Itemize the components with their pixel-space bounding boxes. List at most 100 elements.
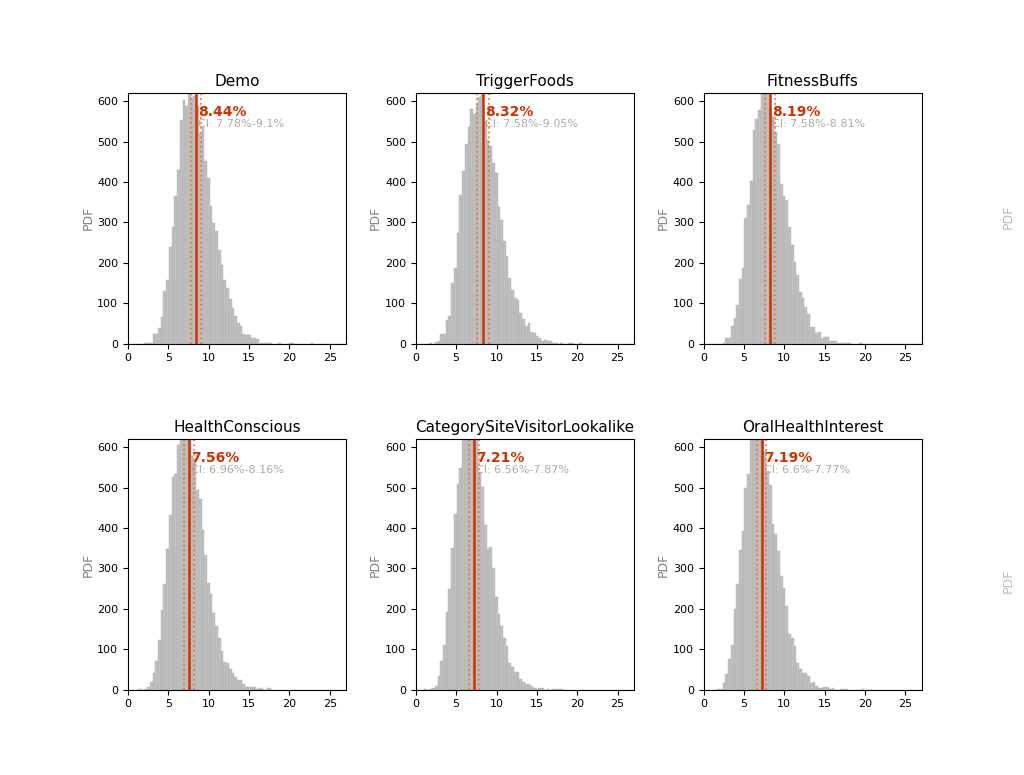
Title: OralHealthInterest: OralHealthInterest bbox=[742, 420, 884, 435]
Bar bbox=[199, 499, 202, 690]
Bar bbox=[741, 531, 744, 690]
Bar bbox=[440, 335, 443, 344]
Bar bbox=[470, 434, 473, 690]
Bar bbox=[465, 143, 468, 344]
Bar bbox=[769, 485, 772, 690]
Bar bbox=[462, 170, 465, 344]
Bar bbox=[194, 96, 197, 344]
Bar bbox=[190, 98, 194, 344]
Bar bbox=[524, 684, 527, 690]
Bar bbox=[530, 332, 532, 344]
Bar bbox=[432, 688, 435, 690]
Bar bbox=[259, 688, 261, 690]
Bar bbox=[571, 343, 573, 344]
Bar bbox=[788, 634, 791, 690]
Bar bbox=[517, 300, 519, 344]
Bar bbox=[269, 343, 272, 344]
Bar bbox=[172, 227, 174, 344]
Bar bbox=[240, 680, 243, 690]
Text: 8.44%: 8.44% bbox=[199, 105, 247, 119]
Bar bbox=[454, 267, 457, 344]
Y-axis label: PDF: PDF bbox=[370, 553, 382, 577]
Bar bbox=[539, 339, 541, 344]
Bar bbox=[489, 146, 493, 344]
Bar bbox=[807, 677, 810, 690]
Bar bbox=[733, 318, 736, 344]
Bar bbox=[797, 663, 799, 690]
Bar bbox=[797, 275, 799, 344]
Text: 8.32%: 8.32% bbox=[485, 105, 534, 119]
Bar bbox=[725, 339, 728, 344]
Bar bbox=[150, 343, 153, 344]
Bar bbox=[218, 250, 220, 344]
Text: PDF: PDF bbox=[1002, 569, 1015, 594]
Text: PDF: PDF bbox=[1002, 205, 1015, 229]
Bar bbox=[733, 609, 736, 690]
Bar bbox=[452, 283, 454, 344]
Bar bbox=[519, 679, 522, 690]
Bar bbox=[720, 689, 723, 690]
Bar bbox=[205, 161, 207, 344]
Bar bbox=[185, 106, 188, 344]
Bar bbox=[164, 584, 166, 690]
Bar bbox=[197, 106, 199, 344]
Bar bbox=[213, 613, 215, 690]
Bar bbox=[476, 432, 478, 690]
Bar bbox=[164, 291, 166, 344]
Bar bbox=[264, 343, 267, 344]
Text: 7.21%: 7.21% bbox=[476, 451, 524, 465]
Bar bbox=[228, 669, 231, 690]
Bar bbox=[493, 568, 495, 690]
Bar bbox=[794, 646, 797, 690]
Bar bbox=[514, 298, 517, 344]
Bar bbox=[750, 181, 753, 344]
Bar bbox=[818, 687, 821, 690]
Bar bbox=[190, 456, 194, 690]
Bar bbox=[150, 682, 153, 690]
Bar bbox=[197, 490, 199, 690]
Bar bbox=[503, 638, 506, 690]
Bar bbox=[489, 546, 493, 690]
Bar bbox=[256, 339, 259, 344]
Bar bbox=[261, 343, 264, 344]
Bar bbox=[509, 277, 511, 344]
Bar bbox=[435, 686, 437, 690]
Bar bbox=[826, 687, 829, 690]
Bar bbox=[807, 314, 810, 344]
Bar bbox=[782, 196, 785, 344]
Bar bbox=[815, 686, 818, 690]
Bar bbox=[243, 335, 245, 344]
Bar bbox=[728, 338, 731, 344]
Bar bbox=[495, 174, 498, 344]
Bar bbox=[821, 339, 823, 344]
Bar bbox=[429, 689, 432, 690]
Bar bbox=[802, 673, 805, 690]
Bar bbox=[468, 127, 470, 344]
Bar bbox=[207, 583, 210, 690]
Bar bbox=[460, 195, 462, 344]
Bar bbox=[460, 468, 462, 690]
Bar bbox=[826, 337, 829, 344]
Bar bbox=[220, 265, 223, 344]
Bar bbox=[506, 646, 509, 690]
Bar bbox=[478, 97, 481, 344]
Bar bbox=[194, 460, 197, 690]
Bar bbox=[493, 164, 495, 344]
Bar bbox=[452, 548, 454, 690]
Text: 8.19%: 8.19% bbox=[772, 105, 820, 119]
Bar bbox=[231, 673, 234, 690]
Bar bbox=[772, 115, 774, 344]
Title: TriggerFoods: TriggerFoods bbox=[476, 74, 573, 89]
Bar bbox=[530, 686, 532, 690]
Bar bbox=[527, 684, 530, 690]
Bar bbox=[484, 122, 486, 344]
Bar bbox=[156, 334, 158, 344]
Bar bbox=[748, 205, 750, 344]
Bar bbox=[837, 343, 840, 344]
Bar bbox=[774, 535, 777, 690]
Bar bbox=[237, 322, 240, 344]
Bar bbox=[153, 335, 156, 344]
Bar bbox=[443, 646, 445, 690]
Bar bbox=[169, 247, 172, 344]
Bar bbox=[761, 425, 764, 690]
